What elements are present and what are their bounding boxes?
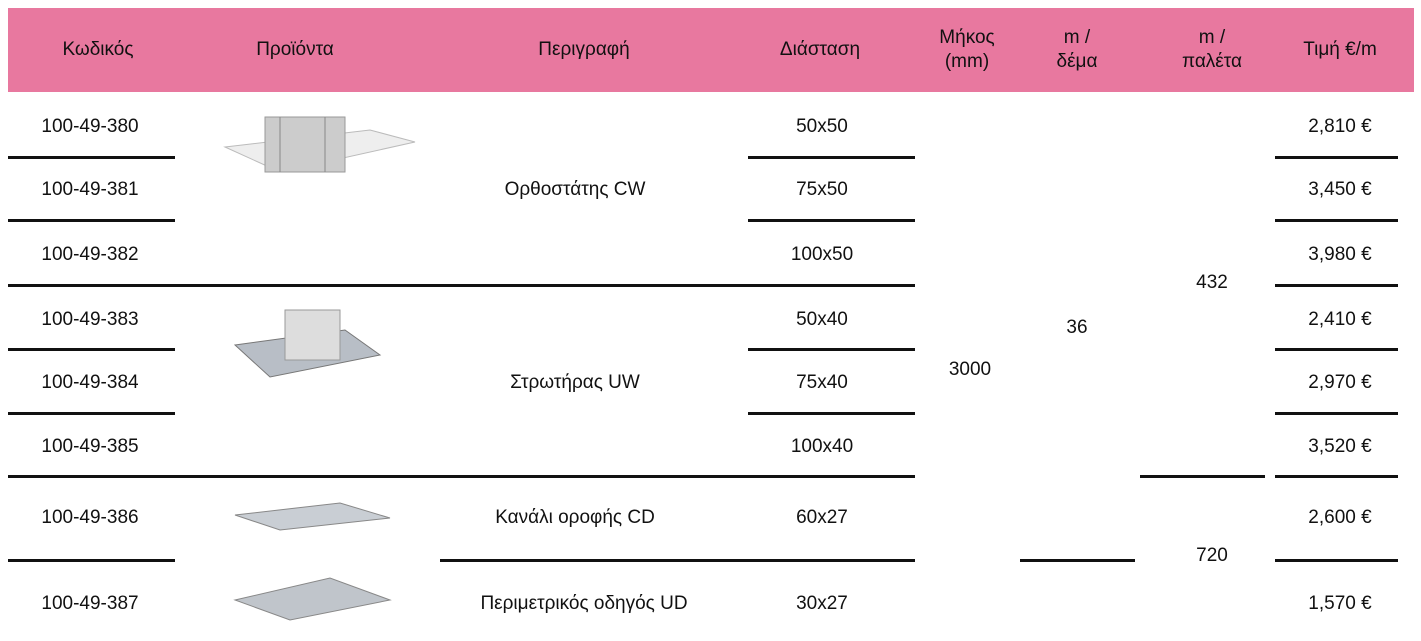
price: 3,980 € xyxy=(1308,244,1372,265)
header-cell: Τιμή €/m xyxy=(1303,39,1377,60)
rule xyxy=(8,412,175,415)
price: 3,450 € xyxy=(1308,179,1372,200)
price: 2,600 € xyxy=(1308,507,1372,528)
product-image xyxy=(233,309,382,378)
rule xyxy=(1275,219,1398,222)
product-image xyxy=(234,502,391,531)
dimension: 50x50 xyxy=(796,116,848,137)
dimension: 60x27 xyxy=(796,507,848,528)
rule xyxy=(1020,559,1135,562)
description: Περιμετρικός οδηγός UD xyxy=(480,593,688,614)
code: 100-49-386 xyxy=(41,507,139,528)
code: 100-49-380 xyxy=(41,116,139,137)
dimension: 50x40 xyxy=(796,309,848,330)
dimension: 75x50 xyxy=(796,179,848,200)
rule xyxy=(8,348,175,351)
header-bar xyxy=(8,8,1414,92)
description: Στρωτήρας UW xyxy=(510,372,640,393)
header-cell: Μήκος (mm) xyxy=(939,27,995,72)
rule xyxy=(8,284,915,287)
code: 100-49-385 xyxy=(41,436,139,457)
rule xyxy=(748,156,915,159)
header-cell: Περιγραφή xyxy=(538,39,630,60)
header-cell: Προϊόντα xyxy=(256,39,334,60)
dimension: 30x27 xyxy=(796,593,848,614)
pallet: 720 xyxy=(1196,545,1228,566)
product-image xyxy=(223,116,416,173)
length: 3000 xyxy=(948,359,992,380)
rule xyxy=(748,219,915,222)
rule xyxy=(8,559,175,562)
code: 100-49-384 xyxy=(41,372,139,393)
rule xyxy=(1275,412,1398,415)
rule xyxy=(440,559,915,562)
rule xyxy=(1275,475,1398,478)
rule xyxy=(1275,348,1398,351)
price: 3,520 € xyxy=(1308,436,1372,457)
price: 2,410 € xyxy=(1308,309,1372,330)
dimension: 100x50 xyxy=(790,244,854,265)
code: 100-49-387 xyxy=(41,593,139,614)
description: Κανάλι οροφής CD xyxy=(495,507,655,528)
rule xyxy=(1275,284,1398,287)
rule xyxy=(1140,475,1265,478)
price: 2,810 € xyxy=(1308,116,1372,137)
rule xyxy=(8,475,915,478)
rule xyxy=(748,412,915,415)
pallet: 432 xyxy=(1196,272,1228,293)
description: Ορθοστάτης CW xyxy=(504,179,646,200)
rule xyxy=(748,348,915,351)
header-cell: Κωδικός xyxy=(62,39,134,60)
header-cell: m / δέμα xyxy=(1056,27,1098,72)
dimension: 75x40 xyxy=(796,372,848,393)
product-image xyxy=(233,577,392,621)
header-cell: Διάσταση xyxy=(779,39,861,60)
price: 2,970 € xyxy=(1308,372,1372,393)
code: 100-49-381 xyxy=(41,179,139,200)
bundle: 36 xyxy=(1066,317,1088,338)
price: 1,570 € xyxy=(1308,593,1372,614)
rule xyxy=(8,156,175,159)
code: 100-49-383 xyxy=(41,309,139,330)
rule xyxy=(1275,156,1398,159)
code: 100-49-382 xyxy=(41,244,139,265)
header-cell: m / παλέτα xyxy=(1181,27,1242,72)
rule xyxy=(1275,559,1398,562)
dimension: 100x40 xyxy=(790,436,854,457)
rule xyxy=(8,219,175,222)
